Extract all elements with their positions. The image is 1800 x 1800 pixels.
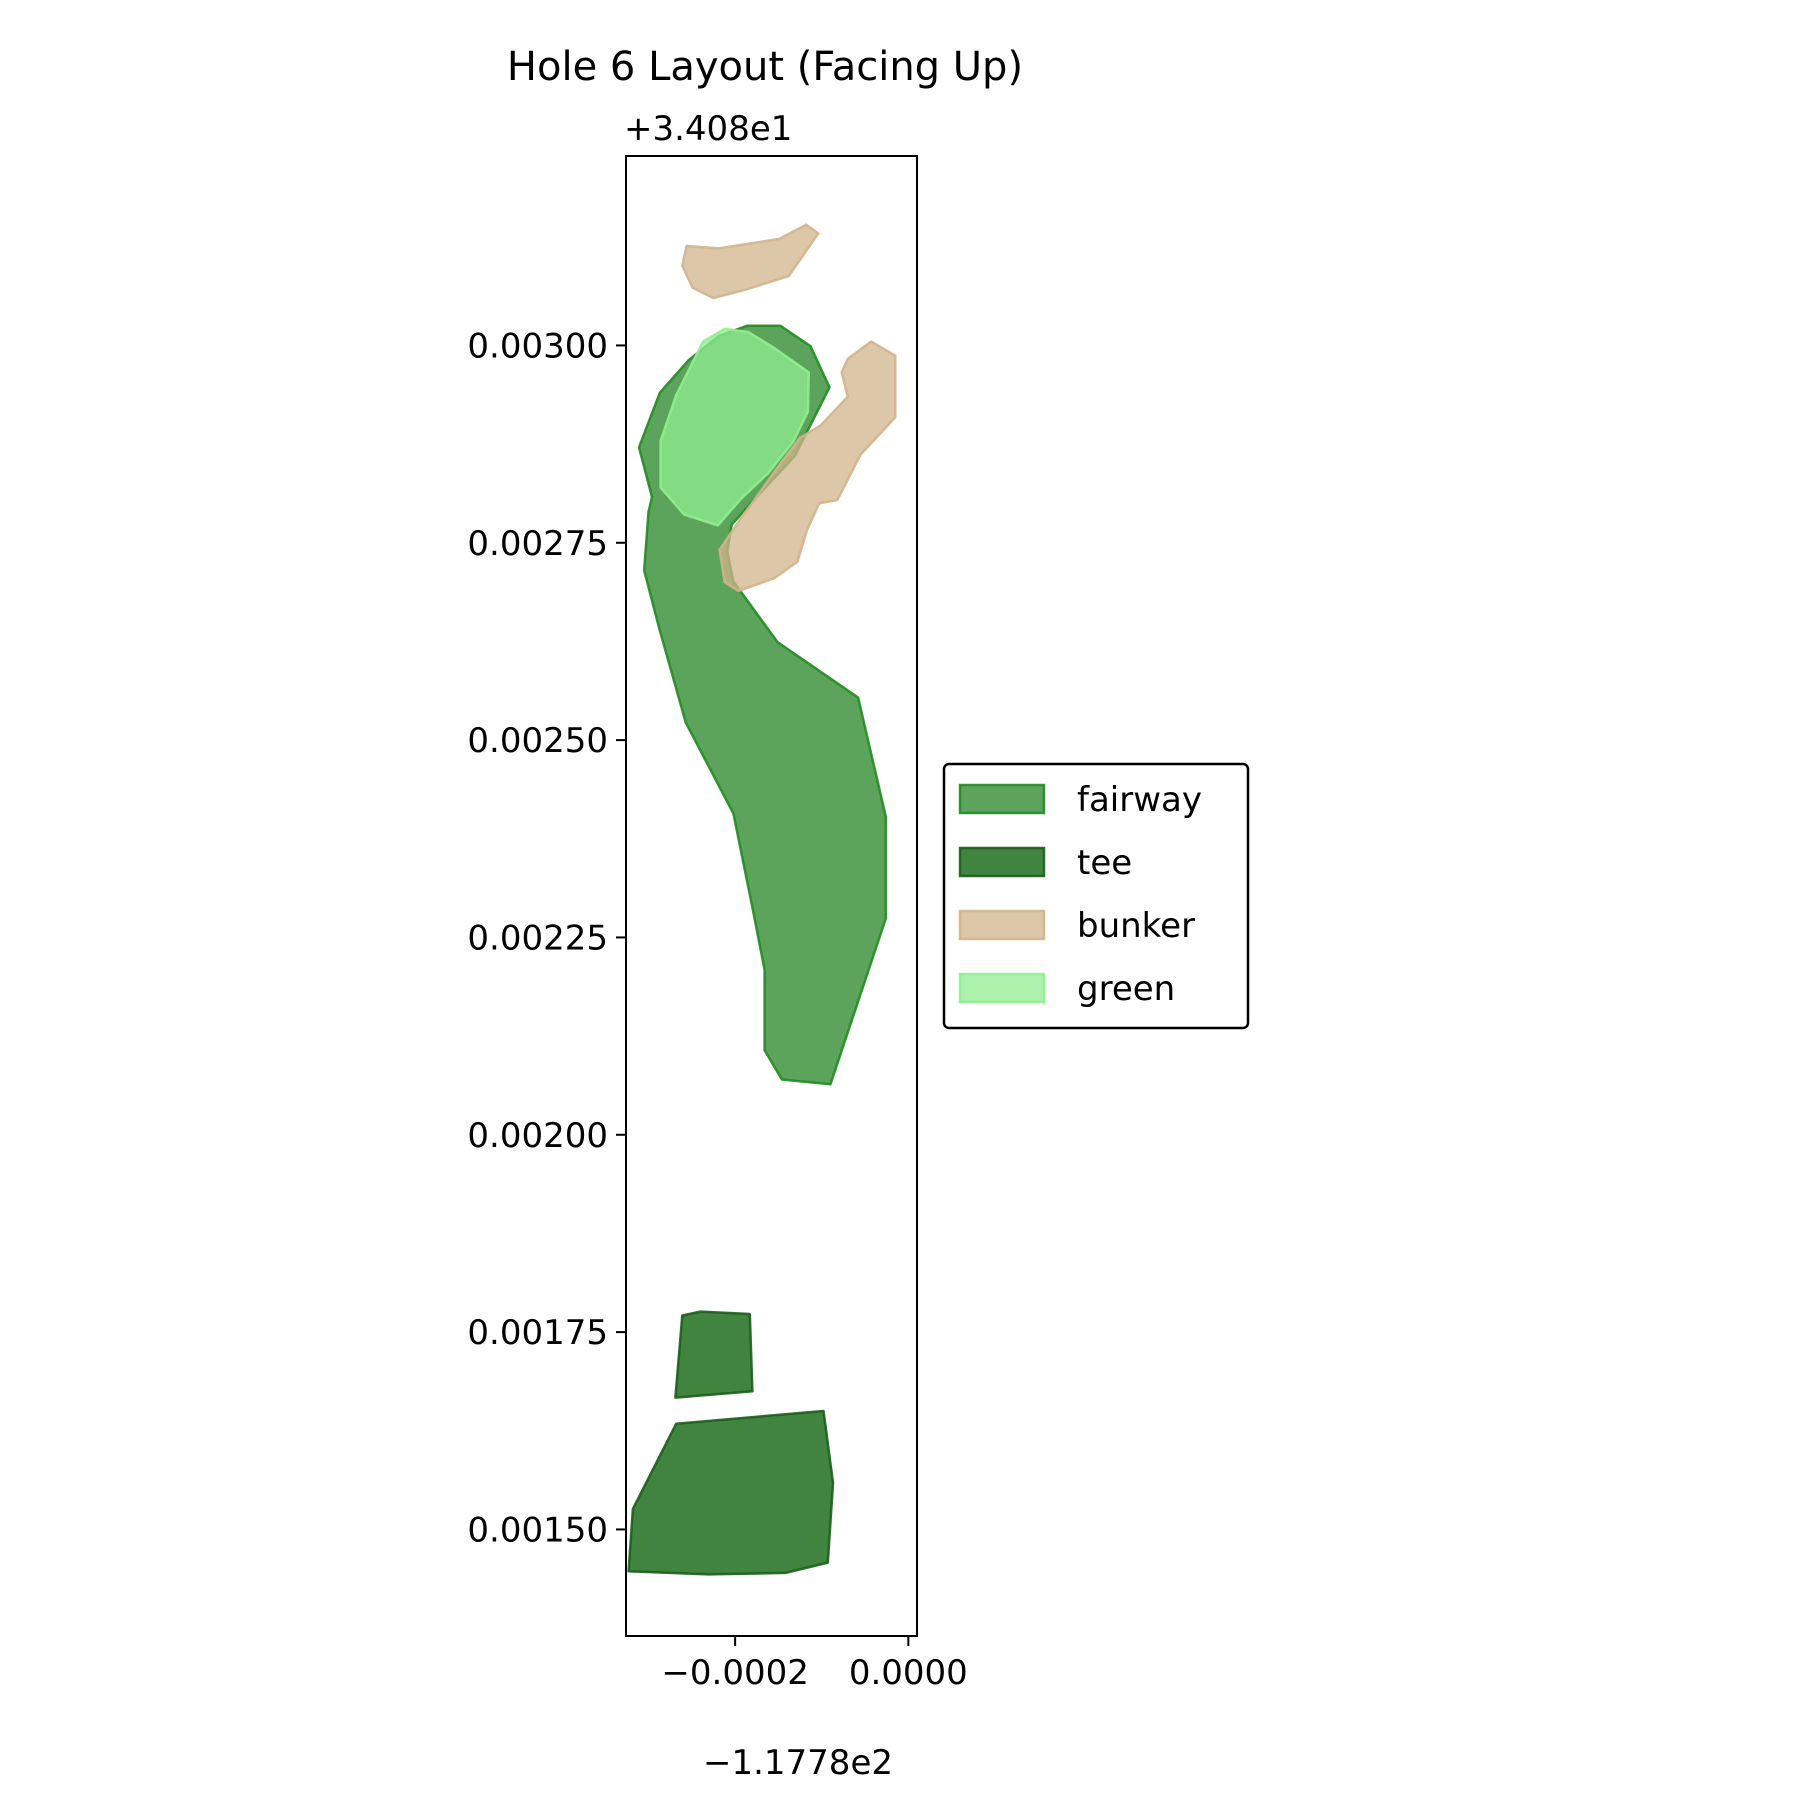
fairway-legend-swatch: [958, 783, 1046, 815]
green-legend-swatch: [958, 972, 1046, 1004]
y-tick-label: 0.00250: [467, 721, 608, 761]
y-axis-offset-label: +3.408e1: [624, 109, 792, 149]
bunker-legend-label: bunker: [1077, 906, 1195, 946]
tee-legend-swatch: [958, 846, 1046, 878]
green-polygon-1: [659, 327, 810, 527]
chart-title: Hole 6 Layout (Facing Up): [507, 44, 1023, 90]
tee-polygon-1: [674, 1310, 754, 1399]
green-legend-label: green: [1077, 969, 1175, 1009]
plot-area-frame: [625, 155, 918, 1637]
x-tick-label: 0.0000: [849, 1653, 968, 1693]
x-axis-offset-label: −1.1778e2: [703, 1743, 893, 1783]
course-shapes: [627, 223, 897, 1576]
y-axis-ticks: 0.00150 0.00175 0.00200 0.00225 0.00250 0.002…: [467, 326, 626, 1550]
tee-legend-label: tee: [1077, 843, 1132, 883]
bunker-polygon-1: [681, 223, 820, 300]
y-tick-label: 0.00275: [467, 524, 608, 564]
bunker-legend-swatch: [958, 909, 1046, 941]
y-tick-label: 0.00225: [467, 918, 608, 958]
y-tick-label: 0.00200: [467, 1116, 608, 1156]
legend: fairway tee bunker green: [942, 762, 1250, 1030]
legend-frame: [942, 762, 1250, 1030]
y-tick-label: 0.00150: [467, 1510, 608, 1550]
x-axis-ticks: −0.0002 0.0000: [661, 1636, 968, 1693]
y-tick-label: 0.00300: [467, 326, 608, 366]
bunker-polygon-2: [718, 340, 897, 593]
x-tick-label: −0.0002: [661, 1653, 808, 1693]
y-tick-label: 0.00175: [467, 1313, 608, 1353]
fairway-legend-label: fairway: [1077, 780, 1202, 820]
tee-polygon-2: [627, 1409, 835, 1576]
